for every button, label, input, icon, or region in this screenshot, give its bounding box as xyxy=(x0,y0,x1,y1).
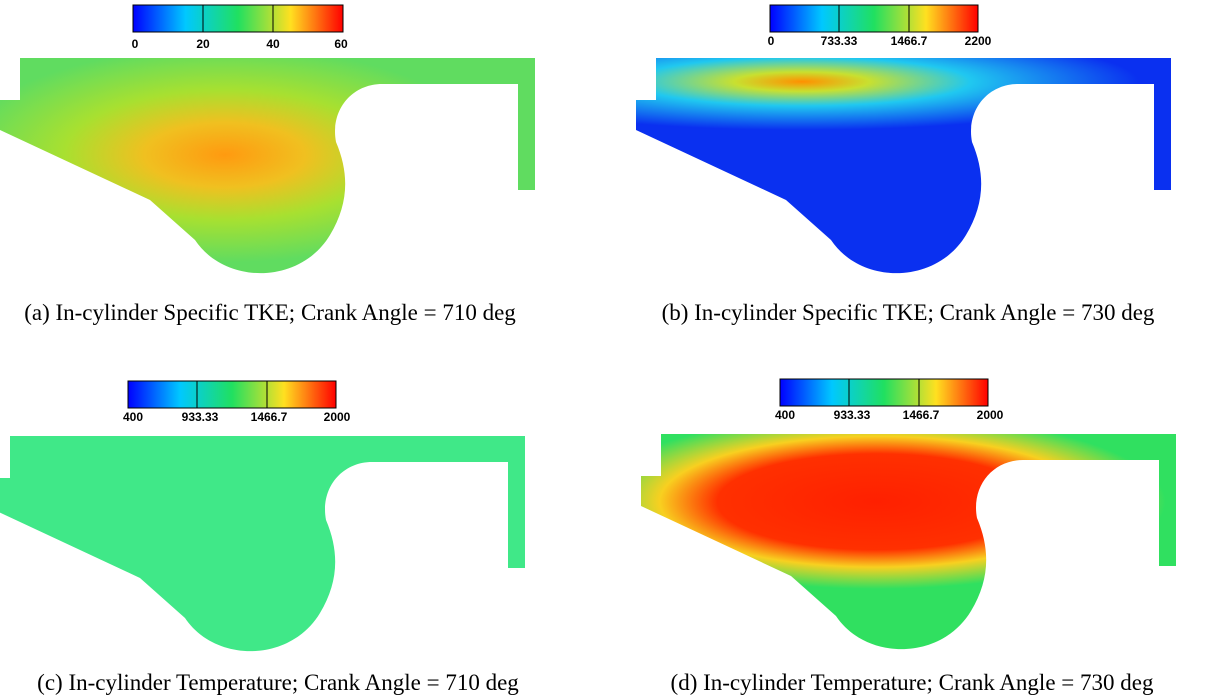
panel-d: 400 933.33 1466.7 2000 (d) In-cylinder T… xyxy=(641,378,1176,695)
caption: (d) In-cylinder Temperature; Crank Angle… xyxy=(671,670,1154,695)
colorbar xyxy=(132,4,344,33)
caption: (c) In-cylinder Temperature; Crank Angle… xyxy=(37,670,519,695)
colorbar-tick: 2000 xyxy=(977,408,1004,422)
contour xyxy=(636,58,1171,274)
colorbar xyxy=(769,4,979,33)
colorbar-tick: 400 xyxy=(123,410,143,424)
colorbar-tick: 933.33 xyxy=(182,410,219,424)
colorbar-tick: 0 xyxy=(768,34,775,48)
colorbar-tick: 933.33 xyxy=(834,408,871,422)
colorbar-dividers xyxy=(838,5,910,32)
colorbar-tick: 1466.7 xyxy=(891,34,928,48)
panel-b: 0 733.33 1466.7 2200 (b) In-cylinder Spe… xyxy=(636,4,1171,325)
colorbar-tick: 1466.7 xyxy=(251,410,288,424)
colorbar-tick: 60 xyxy=(334,37,348,51)
contour xyxy=(641,434,1176,650)
colorbar-tick: 40 xyxy=(266,37,280,51)
panel-c: 400 933.33 1466.7 2000 (c) In-cylinder T… xyxy=(0,380,525,695)
panel-a: 0 20 40 60 (a) In-cylinder Specific TKE;… xyxy=(0,4,535,325)
colorbar xyxy=(779,378,989,407)
colorbar-tick: 2200 xyxy=(965,34,992,48)
caption: (b) In-cylinder Specific TKE; Crank Angl… xyxy=(662,300,1155,325)
colorbar-tick: 20 xyxy=(196,37,210,51)
contour xyxy=(0,436,525,652)
colorbar xyxy=(127,380,337,409)
colorbar-tick: 2000 xyxy=(324,410,351,424)
colorbar-dividers xyxy=(202,5,274,32)
colorbar-tick: 733.33 xyxy=(821,34,858,48)
colorbar-tick: 0 xyxy=(132,37,139,51)
contour xyxy=(0,58,535,274)
colorbar-dividers xyxy=(196,381,268,408)
colorbar-tick: 400 xyxy=(775,408,795,422)
colorbar-dividers xyxy=(848,379,920,406)
caption: (a) In-cylinder Specific TKE; Crank Angl… xyxy=(24,300,516,325)
colorbar-tick: 1466.7 xyxy=(903,408,940,422)
